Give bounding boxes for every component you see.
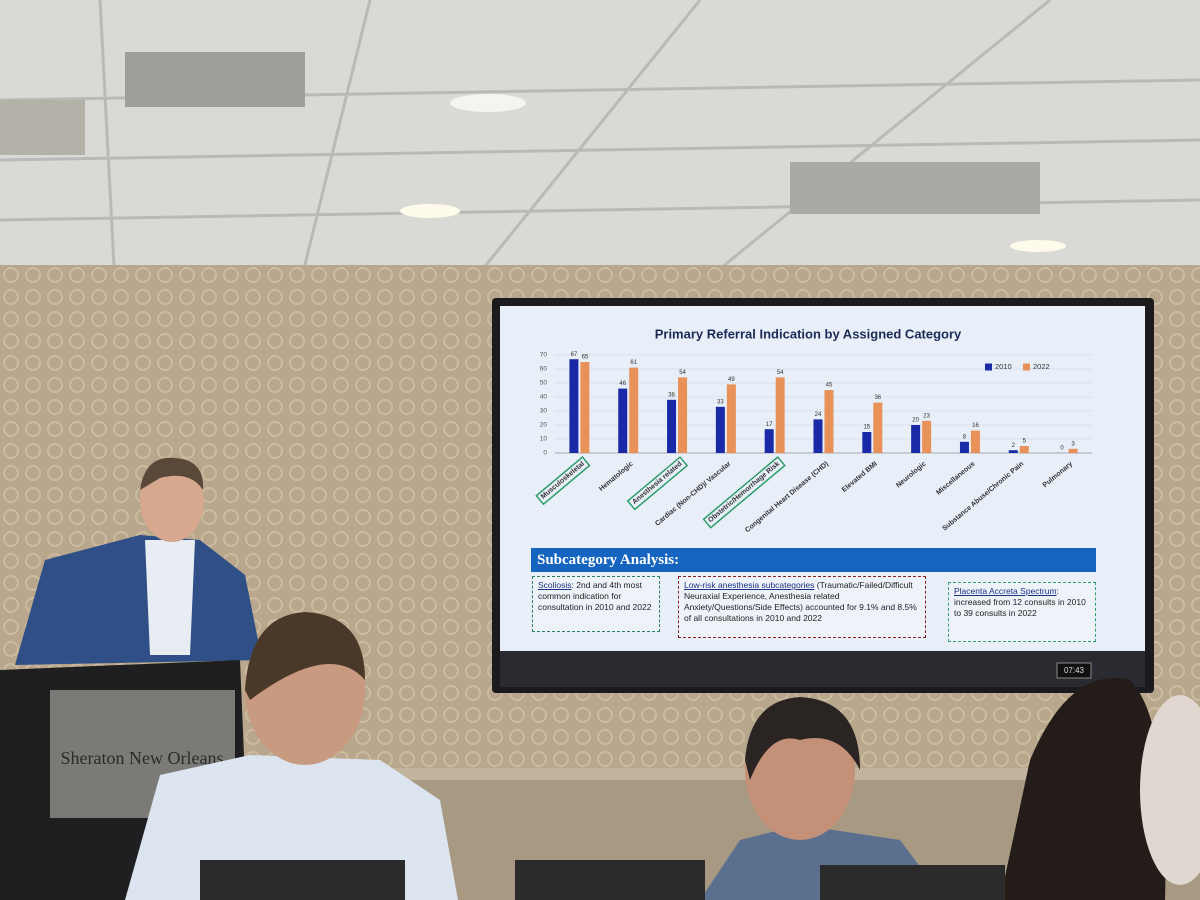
bar [1008, 450, 1018, 453]
highlight-box [702, 456, 786, 529]
data-label: 23 [923, 413, 930, 419]
y-tick-label: 10 [540, 436, 548, 443]
bar [922, 420, 932, 453]
bar [618, 388, 628, 453]
y-tick-label: 60 [540, 366, 548, 373]
bar [959, 441, 969, 453]
bar [862, 432, 872, 453]
subcategory-box: Low-risk anesthesia subcategories (Traum… [678, 576, 926, 638]
bar [1019, 446, 1029, 453]
chart-title: Primary Referral Indication by Assigned … [655, 326, 962, 341]
legend-label: 2022 [1033, 362, 1050, 371]
y-tick-label: 50 [540, 380, 548, 387]
box-text: : increased from 12 consults in 2010 to … [954, 586, 1086, 618]
bar [580, 362, 590, 453]
legend-label: 2010 [995, 362, 1012, 371]
data-label: 45 [826, 383, 833, 389]
data-label: 49 [728, 377, 735, 383]
data-label: 61 [630, 360, 637, 366]
data-label: 36 [874, 395, 881, 401]
presenter-shirt [145, 540, 195, 655]
data-label: 33 [717, 399, 724, 405]
bar [726, 384, 736, 453]
legend-swatch [985, 363, 992, 371]
subcategory-title: Subcategory Analysis: [531, 548, 1096, 572]
bar [764, 429, 774, 453]
box-heading: Low-risk anesthesia subcategories [684, 580, 815, 590]
bar [911, 425, 921, 453]
box-text: : 2nd and 4th most common indication for… [538, 580, 652, 612]
data-label: 15 [863, 425, 870, 431]
presenter-jacket [15, 535, 262, 665]
y-tick-label: 70 [540, 352, 548, 359]
ceiling-grid [0, 0, 1200, 287]
data-label: 17 [766, 422, 773, 428]
subcategory-box: Placenta Accreta Spectrum: increased fro… [948, 582, 1096, 642]
bar [629, 367, 639, 453]
light [400, 204, 460, 218]
light [450, 94, 526, 112]
vent [125, 52, 305, 107]
data-label: 8 [963, 434, 967, 440]
bar [1068, 448, 1078, 453]
chair [515, 860, 705, 900]
subcategory-box: Scoliosis: 2nd and 4th most common indic… [532, 576, 660, 632]
legend-swatch [1023, 363, 1030, 371]
bar [678, 377, 688, 453]
y-tick-label: 20 [540, 422, 548, 429]
bar [715, 406, 725, 453]
data-label: 54 [679, 370, 686, 376]
podium-logo: Sheraton New Orleans [61, 748, 224, 768]
toolbar [500, 651, 1145, 687]
audience-head [1140, 695, 1200, 885]
highlight-box [626, 456, 689, 511]
data-label: 67 [571, 352, 578, 358]
data-label: 0 [1060, 446, 1064, 452]
data-label: 20 [912, 418, 919, 424]
bar [970, 430, 980, 453]
box-heading: Scoliosis [538, 580, 572, 590]
y-tick-label: 40 [540, 394, 548, 401]
y-tick-label: 30 [540, 408, 548, 415]
data-label: 46 [619, 381, 626, 387]
vent [0, 100, 85, 155]
presenter-hair [140, 457, 204, 490]
bar [873, 402, 883, 453]
data-label: 2 [1012, 443, 1016, 449]
data-label: 24 [815, 412, 822, 418]
clock: 07:43 [1064, 666, 1085, 675]
data-label: 16 [972, 423, 979, 429]
bar [569, 359, 579, 453]
data-label: 38 [668, 392, 675, 398]
data-label: 5 [1023, 439, 1027, 445]
audience-hair [245, 612, 365, 700]
audience-hair [745, 697, 860, 780]
data-label: 54 [777, 370, 784, 376]
light [1010, 240, 1066, 252]
bar [667, 399, 677, 453]
bar [824, 390, 834, 453]
y-tick-label: 0 [543, 450, 547, 457]
data-label: 65 [582, 355, 589, 361]
box-heading: Placenta Accreta Spectrum [954, 586, 1057, 596]
bar [813, 419, 823, 453]
clock-box [1056, 662, 1092, 679]
highlight-box [535, 456, 591, 506]
data-label: 3 [1071, 441, 1075, 447]
audience-hair [1000, 677, 1166, 900]
chair [820, 865, 1005, 900]
box-text: (Traumatic/Failed/Difficult Neuraxial Ex… [684, 580, 917, 623]
bar [775, 377, 785, 453]
vent [790, 162, 1040, 214]
chair [200, 860, 405, 900]
